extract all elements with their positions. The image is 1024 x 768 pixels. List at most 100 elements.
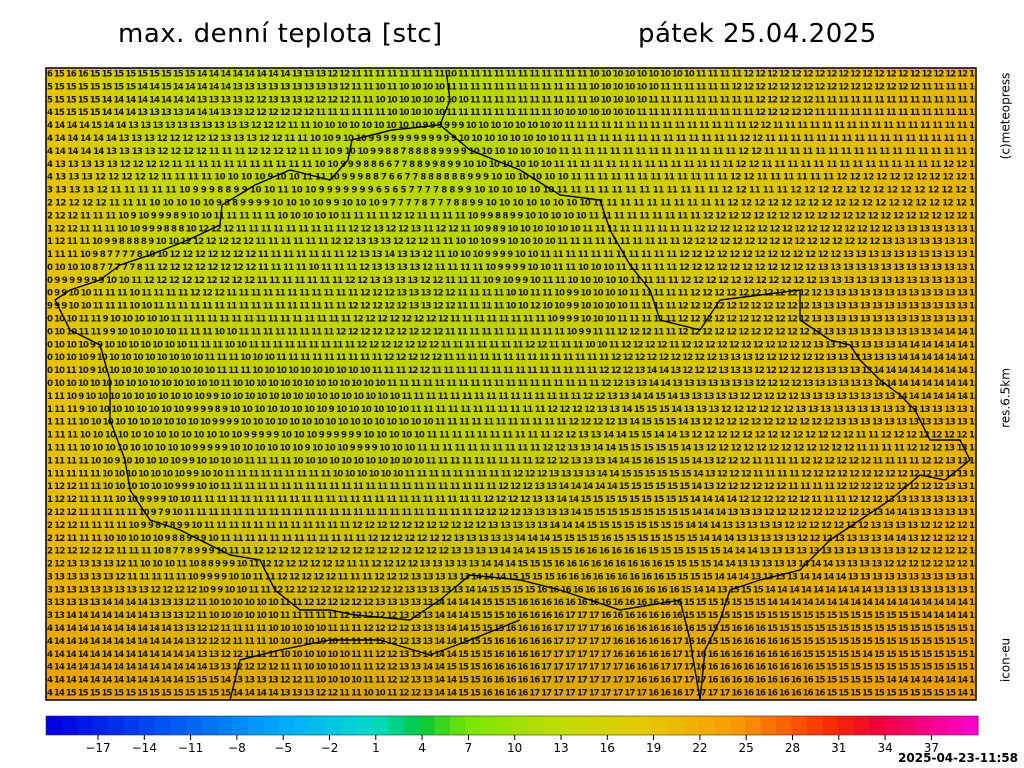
value-row: 1 11 11 11 10 10 9 10 10 10 10 10 9 9 10… <box>47 456 975 466</box>
colorbar-label: 13 <box>553 741 568 755</box>
value-row: 5 15 15 15 15 15 15 15 14 14 15 14 14 14… <box>47 82 975 92</box>
colorbar-frame <box>45 715 979 736</box>
colorbar-swatch <box>77 716 94 735</box>
value-row: 1 11 11 10 9 8 7 7 7 7 8 10 10 12 12 12 … <box>47 250 975 260</box>
colorbar-swatch <box>341 716 358 735</box>
value-row: 1 12 12 11 11 11 10 10 9 9 9 9 10 10 11 … <box>47 495 975 505</box>
colorbar-label: −11 <box>178 741 203 755</box>
colorbar-swatch <box>605 716 622 735</box>
colorbar-label: 10 <box>507 741 522 755</box>
value-row: 1 12 11 11 10 9 9 8 8 8 8 9 10 10 12 12 … <box>47 237 975 247</box>
value-row: 3 13 14 14 14 14 14 14 14 13 13 13 12 11… <box>47 611 975 621</box>
value-row: 4 13 13 13 13 13 12 12 12 12 11 11 11 11… <box>47 160 975 170</box>
colorbar-swatch <box>356 716 373 735</box>
colorbar-swatch <box>884 716 901 735</box>
colorbar-label: 34 <box>877 741 892 755</box>
value-row: 1 11 10 9 10 10 10 10 10 10 10 10 10 10 … <box>47 392 975 402</box>
colorbar-swatch <box>527 716 544 735</box>
colorbar-swatch <box>263 716 280 735</box>
colorbar-swatch <box>838 716 855 735</box>
colorbar-swatch <box>589 716 606 735</box>
colorbar-swatch <box>434 716 451 735</box>
colorbar-swatch <box>698 716 715 735</box>
colorbar-label: 19 <box>646 741 661 755</box>
timestamp: 2025-04-23-11:58 <box>898 751 1018 765</box>
value-row: 4 14 14 14 15 14 14 13 13 13 13 13 13 13… <box>47 121 975 131</box>
value-row: 4 14 14 14 14 14 14 14 14 14 14 14 13 12… <box>47 637 975 647</box>
value-row: 3 13 13 13 13 14 14 14 14 13 13 13 12 11… <box>47 598 975 608</box>
value-row: 2 12 12 11 11 11 10 9 10 9 9 9 8 9 10 10… <box>47 211 975 221</box>
value-row: 2 12 12 12 12 12 11 11 11 10 8 7 7 8 9 9… <box>47 547 975 557</box>
colorbar-swatch <box>247 716 264 735</box>
colorbar-label: 22 <box>692 741 707 755</box>
colorbar-label: −17 <box>85 741 110 755</box>
border <box>54 69 701 701</box>
colorbar-swatch <box>915 716 932 735</box>
colorbar-swatch <box>108 716 125 735</box>
value-row: 4 14 14 14 14 14 14 14 14 14 14 13 13 12… <box>47 624 975 634</box>
colorbar-swatch <box>745 716 762 735</box>
value-row: 3 13 13 13 13 13 13 13 13 12 12 12 12 10… <box>47 585 975 595</box>
value-row: 1 12 12 11 11 11 10 10 9 9 9 8 8 8 10 12… <box>47 224 975 234</box>
value-row: 2 12 11 11 11 10 10 10 10 10 9 8 8 9 9 9… <box>47 534 975 544</box>
border <box>439 124 971 701</box>
value-row: 2 12 12 11 11 11 11 10 9 9 8 7 8 9 9 10 … <box>47 521 975 531</box>
colorbar-swatch <box>325 716 342 735</box>
value-row: 4 13 13 13 12 12 12 12 12 11 11 11 11 10… <box>47 173 975 183</box>
value-row: 0 10 10 10 10 10 10 10 10 10 10 10 10 10… <box>47 379 975 389</box>
colorbar-swatch <box>869 716 886 735</box>
colorbar-swatch <box>201 716 218 735</box>
value-row: 1 11 11 10 10 10 10 10 10 10 10 10 9 9 9… <box>47 443 975 453</box>
colorbar-swatch <box>294 716 311 735</box>
value-row: 2 12 12 12 12 11 11 11 10 10 10 10 10 9 … <box>47 198 975 208</box>
colorbar-swatch <box>279 716 296 735</box>
colorbar-swatch <box>61 716 78 735</box>
map: 6 15 16 16 15 15 15 15 15 15 15 15 15 14… <box>45 67 977 701</box>
value-row: 4 14 14 14 14 14 14 14 14 14 14 14 14 13… <box>47 650 975 660</box>
colorbar-swatch <box>931 716 948 735</box>
colorbar-swatch <box>170 716 187 735</box>
colorbar-label: −14 <box>132 741 157 755</box>
colorbar-swatch <box>558 716 575 735</box>
colorbar-swatch <box>729 716 746 735</box>
value-row: 1 12 12 11 11 10 10 10 10 10 10 9 9 9 10… <box>47 482 975 492</box>
colorbar: −17 −14 −11 −8 −5 −2 1 4 7 10 13 16 19 22 25 28 31 34 37 <box>45 715 979 755</box>
value-row: 2 12 12 11 11 11 11 11 10 9 7 9 10 11 11… <box>47 508 975 518</box>
value-row: 0 10 10 10 9 10 10 10 10 10 10 10 10 10 … <box>47 353 975 363</box>
value-row: 9 9 9 10 10 11 11 11 10 10 11 11 11 11 1… <box>47 302 975 312</box>
colorbar-swatch <box>946 716 963 735</box>
map-date: pátek 25.04.2025 <box>638 19 877 49</box>
colorbar-label: 1 <box>372 741 380 755</box>
map-shade <box>46 68 976 700</box>
value-row: 4 14 14 14 14 14 13 13 13 12 12 12 12 12… <box>47 134 975 144</box>
value-row: 0 9 9 10 10 11 11 11 10 11 11 11 11 12 1… <box>47 289 975 299</box>
value-row: 4 15 15 15 15 14 14 14 13 13 13 13 14 14… <box>47 108 975 118</box>
colorbar-swatch <box>620 716 637 735</box>
value-row: 5 15 15 15 15 14 14 14 14 14 14 14 14 13… <box>47 95 975 105</box>
value-row: 4 14 14 14 14 13 13 13 13 12 12 12 12 11… <box>47 147 975 157</box>
colorbar-swatch <box>185 716 202 735</box>
colorbar-swatch <box>139 716 156 735</box>
value-row: 0 10 10 11 11 9 10 10 10 10 10 11 11 11 … <box>47 315 975 325</box>
value-row: 1 11 11 10 10 10 10 10 10 10 10 10 10 10… <box>47 431 975 441</box>
colorbar-swatch <box>543 716 560 735</box>
colorbar-swatch <box>449 716 466 735</box>
colorbar-label: 16 <box>600 741 615 755</box>
colorbar-swatch <box>791 716 808 735</box>
value-row: 1 11 11 11 11 10 10 10 10 10 10 10 9 9 1… <box>47 469 975 479</box>
colorbar-swatch <box>123 716 140 735</box>
value-row: 2 12 13 13 13 13 12 11 10 10 10 11 10 8 … <box>47 560 975 570</box>
value-row: 4 14 14 14 14 14 14 14 14 14 14 14 15 15… <box>47 676 975 686</box>
colorbar-swatch <box>760 716 777 735</box>
colorbar-swatch <box>310 716 327 735</box>
colorbar-swatch <box>667 716 684 735</box>
colorbar-swatch <box>853 716 870 735</box>
colorbar-label: −5 <box>274 741 292 755</box>
colorbar-label: 28 <box>785 741 800 755</box>
map-title: max. denní teplota [stc] <box>118 19 443 49</box>
colorbar-swatch <box>372 716 389 735</box>
value-row: 0 10 10 10 8 7 7 7 7 7 8 11 12 12 12 12 … <box>47 263 975 273</box>
value-row: 1 11 11 9 10 10 10 10 10 10 10 10 9 9 9 … <box>47 405 975 415</box>
value-row: 0 10 10 10 9 9 10 10 10 10 10 10 10 11 1… <box>47 340 975 350</box>
colorbar-swatch <box>92 716 109 735</box>
